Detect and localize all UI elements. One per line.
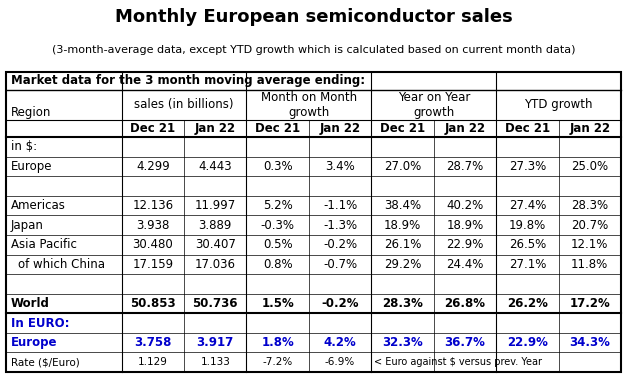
Text: 50.736: 50.736 bbox=[192, 297, 238, 310]
Text: 36.7%: 36.7% bbox=[445, 336, 485, 349]
Text: 30.407: 30.407 bbox=[195, 238, 236, 251]
Text: -7.2%: -7.2% bbox=[263, 357, 293, 367]
Text: 26.5%: 26.5% bbox=[508, 238, 546, 251]
Text: 26.1%: 26.1% bbox=[384, 238, 421, 251]
Text: 22.9%: 22.9% bbox=[507, 336, 548, 349]
Text: 50.853: 50.853 bbox=[130, 297, 176, 310]
Text: 12.136: 12.136 bbox=[132, 199, 174, 212]
Text: -1.1%: -1.1% bbox=[323, 199, 357, 212]
Text: Month on Month
growth: Month on Month growth bbox=[261, 91, 357, 118]
Text: 3.917: 3.917 bbox=[197, 336, 234, 349]
Text: Dec 21: Dec 21 bbox=[380, 122, 425, 135]
Text: Jan 22: Jan 22 bbox=[445, 122, 485, 135]
Text: 24.4%: 24.4% bbox=[446, 258, 483, 271]
Text: -1.3%: -1.3% bbox=[323, 218, 357, 232]
Text: -0.3%: -0.3% bbox=[261, 218, 295, 232]
Text: 12.1%: 12.1% bbox=[571, 238, 608, 251]
Text: 28.3%: 28.3% bbox=[571, 199, 608, 212]
Text: Market data for the 3 month moving average ending:: Market data for the 3 month moving avera… bbox=[11, 74, 365, 87]
Text: Monthly European semiconductor sales: Monthly European semiconductor sales bbox=[115, 8, 512, 26]
Text: Dec 21: Dec 21 bbox=[130, 122, 176, 135]
Text: 30.480: 30.480 bbox=[132, 238, 173, 251]
Text: 27.0%: 27.0% bbox=[384, 160, 421, 173]
Text: 1.129: 1.129 bbox=[138, 357, 168, 367]
Text: 19.8%: 19.8% bbox=[508, 218, 546, 232]
Text: Region: Region bbox=[11, 106, 51, 118]
Text: Jan 22: Jan 22 bbox=[320, 122, 361, 135]
Text: -0.2%: -0.2% bbox=[323, 238, 357, 251]
Text: 4.443: 4.443 bbox=[198, 160, 232, 173]
Text: Europe: Europe bbox=[11, 160, 53, 173]
Text: 27.3%: 27.3% bbox=[508, 160, 546, 173]
Text: Dec 21: Dec 21 bbox=[255, 122, 300, 135]
Text: 40.2%: 40.2% bbox=[446, 199, 483, 212]
Text: 18.9%: 18.9% bbox=[446, 218, 483, 232]
Text: Rate ($/Euro): Rate ($/Euro) bbox=[11, 357, 80, 367]
Text: 1.5%: 1.5% bbox=[261, 297, 294, 310]
Text: 0.5%: 0.5% bbox=[263, 238, 292, 251]
Text: 17.159: 17.159 bbox=[132, 258, 174, 271]
Text: 3.758: 3.758 bbox=[134, 336, 172, 349]
Text: 25.0%: 25.0% bbox=[571, 160, 608, 173]
Text: Jan 22: Jan 22 bbox=[569, 122, 610, 135]
Text: 0.3%: 0.3% bbox=[263, 160, 292, 173]
Text: 4.299: 4.299 bbox=[136, 160, 170, 173]
Text: sales (in billions): sales (in billions) bbox=[134, 98, 234, 111]
Text: Europe: Europe bbox=[11, 336, 58, 349]
Text: 34.3%: 34.3% bbox=[569, 336, 610, 349]
Text: 27.1%: 27.1% bbox=[508, 258, 546, 271]
Text: 28.3%: 28.3% bbox=[382, 297, 423, 310]
Text: Americas: Americas bbox=[11, 199, 66, 212]
Text: 20.7%: 20.7% bbox=[571, 218, 608, 232]
Text: in $:: in $: bbox=[11, 140, 37, 153]
Text: 11.8%: 11.8% bbox=[571, 258, 608, 271]
Text: 0.8%: 0.8% bbox=[263, 258, 292, 271]
Text: YTD growth: YTD growth bbox=[524, 98, 593, 111]
Text: 27.4%: 27.4% bbox=[508, 199, 546, 212]
Text: Asia Pacific: Asia Pacific bbox=[11, 238, 77, 251]
Text: 4.2%: 4.2% bbox=[324, 336, 357, 349]
Text: Year on Year
growth: Year on Year growth bbox=[398, 91, 470, 118]
Text: -0.2%: -0.2% bbox=[322, 297, 359, 310]
Text: In EURO:: In EURO: bbox=[11, 317, 70, 329]
Text: 11.997: 11.997 bbox=[194, 199, 236, 212]
Text: World: World bbox=[11, 297, 50, 310]
Text: 3.889: 3.889 bbox=[199, 218, 232, 232]
Text: Jan 22: Jan 22 bbox=[195, 122, 236, 135]
Text: 18.9%: 18.9% bbox=[384, 218, 421, 232]
Text: (3-month-average data, except YTD growth which is calculated based on current mo: (3-month-average data, except YTD growth… bbox=[52, 45, 575, 55]
Text: 28.7%: 28.7% bbox=[446, 160, 483, 173]
Text: 26.8%: 26.8% bbox=[445, 297, 485, 310]
Text: 17.036: 17.036 bbox=[195, 258, 236, 271]
Text: 3.938: 3.938 bbox=[136, 218, 169, 232]
Text: 3.4%: 3.4% bbox=[325, 160, 355, 173]
Text: 32.3%: 32.3% bbox=[382, 336, 423, 349]
Text: 29.2%: 29.2% bbox=[384, 258, 421, 271]
Text: -0.7%: -0.7% bbox=[323, 258, 357, 271]
Text: 38.4%: 38.4% bbox=[384, 199, 421, 212]
Bar bbox=[6, 72, 621, 372]
Text: -6.9%: -6.9% bbox=[325, 357, 356, 367]
Text: 1.8%: 1.8% bbox=[261, 336, 294, 349]
Text: < Euro against $ versus prev. Year: < Euro against $ versus prev. Year bbox=[374, 357, 542, 367]
Text: Japan: Japan bbox=[11, 218, 44, 232]
Text: 1.133: 1.133 bbox=[200, 357, 230, 367]
Text: 26.2%: 26.2% bbox=[507, 297, 548, 310]
Text: 22.9%: 22.9% bbox=[446, 238, 483, 251]
Text: 17.2%: 17.2% bbox=[569, 297, 610, 310]
Text: Dec 21: Dec 21 bbox=[505, 122, 550, 135]
Text: of which China: of which China bbox=[18, 258, 105, 271]
Text: 5.2%: 5.2% bbox=[263, 199, 293, 212]
